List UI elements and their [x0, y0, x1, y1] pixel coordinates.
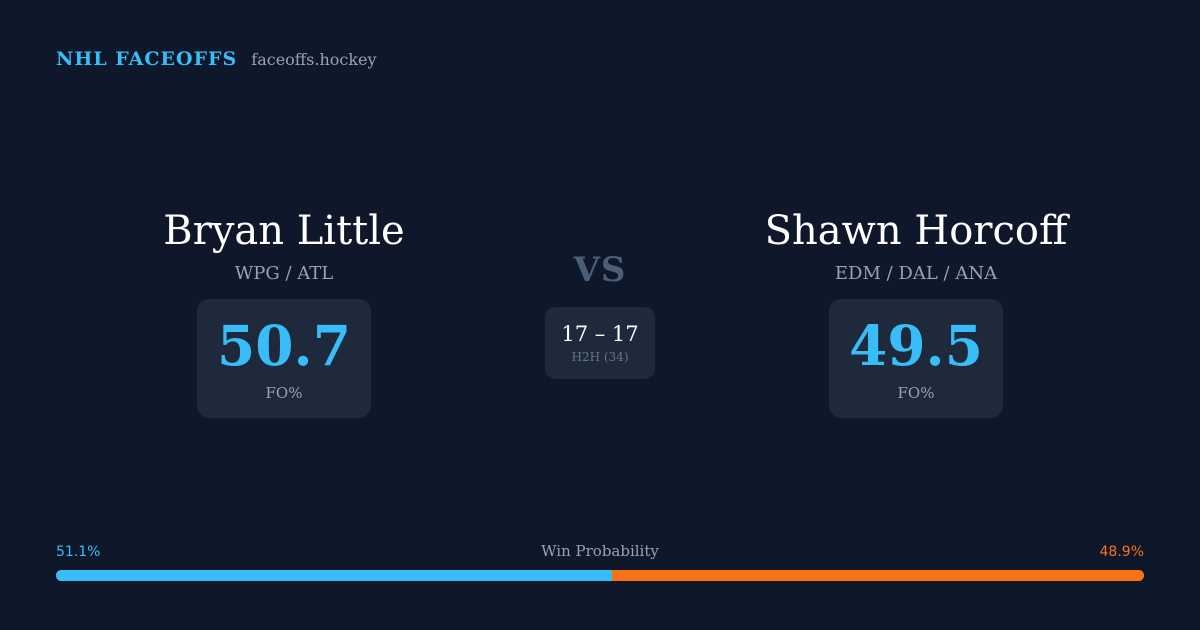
player-right: Shawn Horcoff EDM / DAL / ANA 49.5 FO%	[736, 205, 1096, 418]
win-probability-right-label: 48.9%	[1099, 544, 1144, 560]
brand-header: NHL FACEOFFS faceoffs.hockey	[56, 48, 377, 70]
win-probability: 51.1% Win Probability 48.9%	[56, 542, 1144, 581]
win-probability-labels: 51.1% Win Probability 48.9%	[56, 542, 1144, 564]
player-right-fo-card: 49.5 FO%	[829, 299, 1003, 418]
win-probability-bar-right	[611, 570, 1144, 581]
h2h-score: 17 – 17	[561, 322, 639, 346]
brand-site[interactable]: faceoffs.hockey	[251, 50, 377, 69]
player-right-fo-label: FO%	[897, 383, 935, 402]
win-probability-title: Win Probability	[541, 542, 659, 560]
win-probability-bar-left	[56, 570, 612, 581]
player-right-name: Shawn Horcoff	[764, 208, 1068, 254]
player-left-teams: WPG / ATL	[234, 263, 334, 284]
player-left-name: Bryan Little	[163, 208, 405, 254]
brand-name[interactable]: NHL FACEOFFS	[56, 48, 238, 70]
h2h-card: 17 – 17 H2H (34)	[545, 307, 655, 379]
win-probability-bar	[56, 570, 1144, 581]
player-left-fo-label: FO%	[265, 383, 303, 402]
player-left-fo-value: 50.7	[217, 312, 351, 378]
vs-label: VS	[573, 250, 627, 290]
player-right-teams: EDM / DAL / ANA	[834, 263, 998, 284]
win-probability-left-label: 51.1%	[56, 544, 101, 560]
player-right-fo-value: 49.5	[849, 312, 983, 378]
player-left-fo-card: 50.7 FO%	[197, 299, 371, 418]
player-left: Bryan Little WPG / ATL 50.7 FO%	[104, 205, 464, 418]
h2h-label: H2H (34)	[571, 350, 629, 364]
